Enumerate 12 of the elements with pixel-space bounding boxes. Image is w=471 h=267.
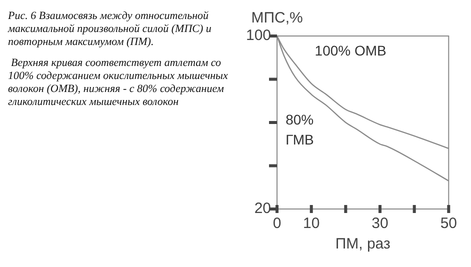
x-tick-label: 10 [303, 215, 320, 232]
series-label: 80% ГМВ [286, 112, 314, 148]
text: Рис. 6 Взаимосвязь между относительной максимальной произвольной силой (МПС) и повторным максимумом (ПМ). [8, 10, 212, 49]
y-tick-label: 20 [254, 200, 272, 218]
x-axis-title: ПМ, раз [335, 236, 390, 253]
series-label: 100% ОМВ [314, 42, 386, 59]
x-tick-label: 50 [440, 215, 457, 232]
x-tick-label: 0 [272, 215, 282, 232]
y-tick-label: 100 [246, 27, 272, 44]
text: Верхняя кривая соответствует атлетам со 100% содержанием окислительных мышечных волокон (ОМВ), нижняя - с 80% содержанием гликолитических мышечных волокон [8, 57, 229, 109]
x-tick-label: 30 [372, 215, 388, 232]
y-axis-title: МПС,% [251, 10, 303, 27]
